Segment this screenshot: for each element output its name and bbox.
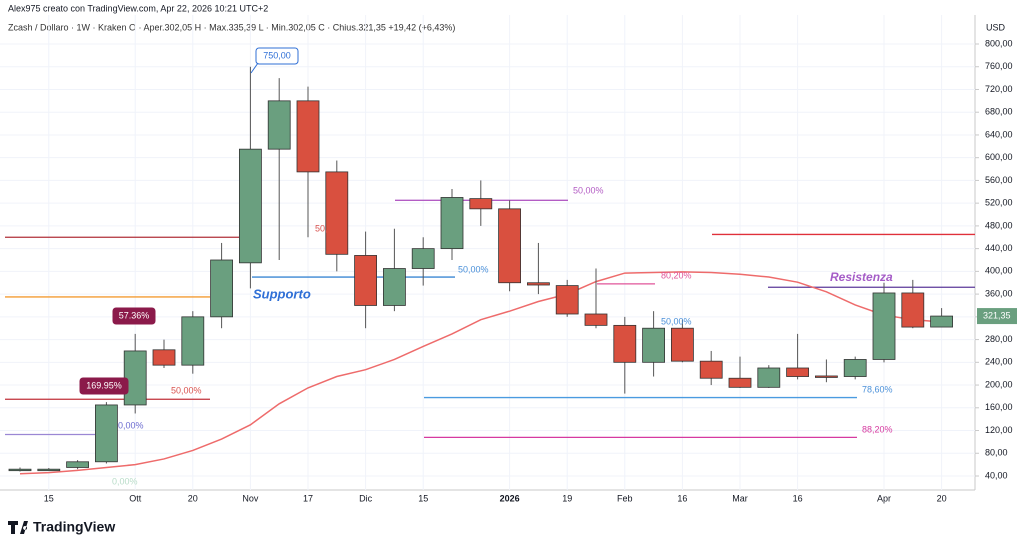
candle-body	[527, 282, 550, 286]
y-tick-label: 720,00	[985, 84, 1013, 94]
y-tick-label: 40,00	[985, 470, 1008, 480]
y-tick-label: 600,00	[985, 152, 1013, 162]
annotation: 0,00%	[112, 476, 138, 486]
candle-body	[843, 359, 867, 377]
y-tick-label: 360,00	[985, 288, 1013, 298]
x-tick-label: Apr	[877, 493, 891, 503]
moving-average	[19, 271, 942, 475]
price-tag	[977, 308, 1017, 325]
y-tick-label: 800,00	[985, 38, 1013, 48]
candle-body	[152, 349, 176, 366]
annotation: 57.36%	[119, 310, 150, 320]
grid	[0, 15, 975, 490]
candle-body	[815, 375, 838, 378]
candle-body	[728, 377, 752, 388]
annotation: 750,00	[263, 50, 291, 60]
candle-body	[411, 248, 435, 269]
x-tick-label: 19	[562, 493, 572, 503]
y-tick-label: 680,00	[985, 107, 1013, 117]
candle-body	[671, 327, 694, 362]
x-tick-label: Feb	[617, 493, 633, 503]
candle-body	[382, 268, 406, 306]
annotation: 50,00%	[458, 264, 489, 274]
x-tick-label: 17	[303, 493, 313, 503]
candle-body	[613, 324, 637, 363]
brand: TradingView	[33, 519, 115, 535]
annotation-box	[79, 377, 129, 395]
y-tick-label: 160,00	[985, 402, 1013, 412]
x-tick-label: 15	[418, 493, 428, 503]
candle-body	[210, 259, 234, 318]
annotation: 50,	[315, 223, 328, 233]
y-tick-label: 200,00	[985, 379, 1013, 389]
annotation: 50,00%	[171, 385, 202, 395]
candle-body	[901, 292, 925, 328]
x-tick-label: Nov	[242, 493, 259, 503]
y-tick-label: 520,00	[985, 198, 1013, 208]
annotation: Resistenza	[830, 270, 893, 284]
annotation: 50,00%	[661, 316, 692, 326]
candle-body	[757, 367, 781, 388]
annotation: Supporto	[253, 286, 311, 301]
candle-body	[66, 461, 89, 468]
annotation: 50,00%	[573, 185, 604, 195]
callout-pointer	[250, 62, 259, 74]
logo	[8, 521, 28, 534]
annotation-box	[255, 47, 299, 65]
candle-body	[325, 171, 349, 255]
annotation: 78,60%	[862, 384, 893, 394]
x-tick-label: 20	[188, 493, 198, 503]
x-tick-label: Mar	[732, 493, 748, 503]
annotation: 169.95%	[86, 380, 122, 390]
y-tick-label: 480,00	[985, 220, 1013, 230]
y-tick-label: 760,00	[985, 61, 1013, 71]
candle-body	[267, 100, 291, 150]
candle-body	[642, 327, 665, 363]
candle-body	[440, 197, 464, 250]
candle-body	[8, 468, 32, 472]
x-tick-label: 20	[937, 493, 947, 503]
x-tick-label: 16	[677, 493, 687, 503]
candle-body	[930, 315, 953, 328]
x-tick-label: 15	[44, 493, 54, 503]
candle-body	[123, 350, 147, 406]
candle-body	[296, 100, 320, 173]
x-tick-label: Dic	[359, 493, 372, 503]
price-tag-label: 321,35	[983, 310, 1011, 320]
y-tick-label: 80,00	[985, 448, 1008, 458]
y-tick-label: 440,00	[985, 243, 1013, 253]
candle-body	[238, 148, 262, 264]
candle-body	[786, 367, 809, 377]
chart-title: Zcash / Dollaro · 1W · Kraken O · Aper.3…	[8, 22, 455, 32]
candle-body	[354, 255, 378, 306]
y-tick-label: 640,00	[985, 129, 1013, 139]
x-tick-label: 16	[793, 493, 803, 503]
candle-body	[498, 208, 522, 284]
y-tick-label: 280,00	[985, 334, 1013, 344]
chart-header: Alex975 creato con TradingView.com, Apr …	[8, 3, 268, 13]
y-tick-label: 120,00	[985, 425, 1013, 435]
y-tick-label: 400,00	[985, 266, 1013, 276]
candle-body	[555, 285, 579, 315]
currency: USD	[986, 22, 1006, 32]
candle-body	[469, 198, 493, 210]
annotation: 80,20%	[661, 270, 692, 280]
y-tick-label: 560,00	[985, 175, 1013, 185]
annotation: 88,20%	[862, 424, 893, 434]
y-tick-label: 240,00	[985, 357, 1013, 367]
x-tick-label: 2026	[500, 493, 520, 503]
annotation: 0,00%	[118, 420, 144, 430]
annotation-box	[112, 307, 156, 325]
candle-body	[95, 404, 118, 463]
candle-body	[584, 313, 608, 326]
candle-body	[872, 292, 896, 360]
candle-body	[699, 360, 723, 379]
candle-body	[37, 468, 61, 472]
candle-body	[181, 316, 205, 366]
x-tick-label: Ott	[129, 493, 142, 503]
